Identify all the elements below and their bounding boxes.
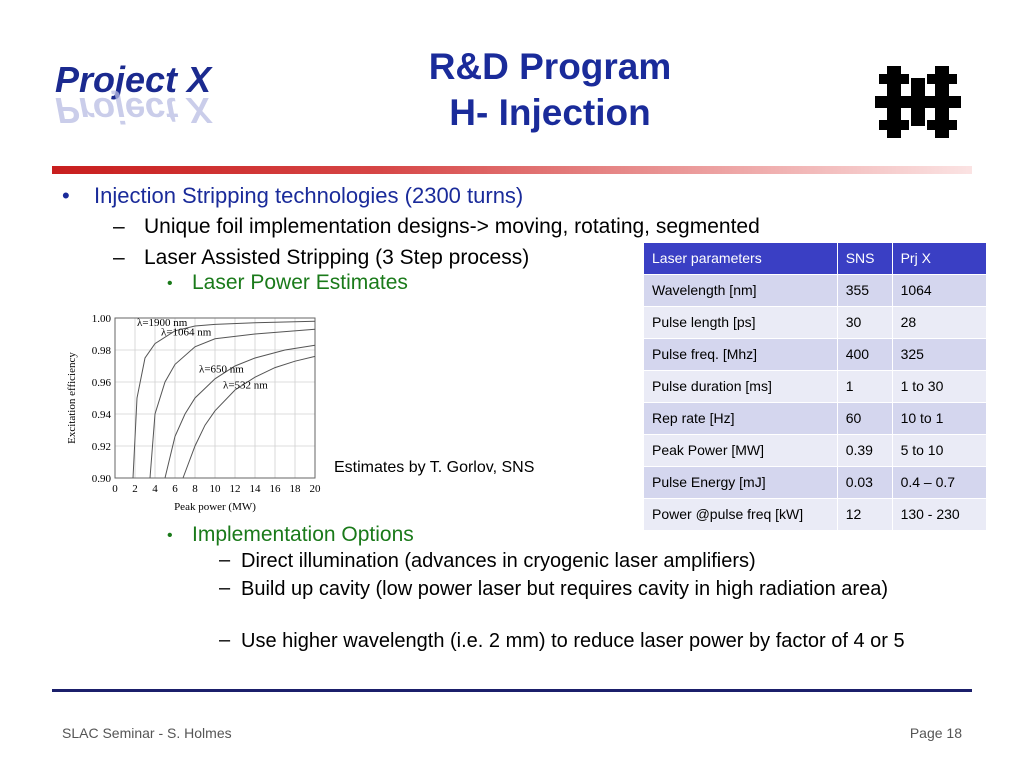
- title-divider: [52, 166, 972, 174]
- series-label: λ=1900 nm: [137, 317, 188, 329]
- y-axis-label: Excitation efficiency: [66, 352, 78, 444]
- table-cell: 28: [891, 306, 988, 339]
- table-row: Pulse Energy [mJ] 0.03 0.4 – 0.7: [643, 466, 988, 499]
- table-cell: 0.4 – 0.7: [891, 466, 988, 499]
- series-label: λ=1064 nm: [161, 327, 212, 339]
- table-cell: 1 to 30: [891, 370, 988, 403]
- table-header: Laser parameters: [643, 242, 838, 275]
- y-tick-label: 0.94: [92, 409, 112, 421]
- table-cell: 130 - 230: [891, 498, 988, 531]
- logo-text: Project X: [55, 59, 212, 100]
- x-tick-label: 10: [210, 483, 222, 495]
- y-tick-label: 0.90: [92, 473, 112, 485]
- series-label: λ=532 nm: [223, 379, 268, 391]
- table-row: Power @pulse freq [kW] 12 130 - 230: [643, 498, 988, 531]
- series-label: λ=650 nm: [199, 363, 244, 375]
- slide-title: R&D Program H- Injection: [330, 44, 770, 136]
- table-cell: Peak Power [MW]: [643, 434, 838, 467]
- title-line-2: H- Injection: [449, 92, 651, 133]
- laser-parameters-table: Laser parameters SNS Prj X Wavelength [n…: [643, 242, 988, 531]
- table-cell: 355: [836, 274, 893, 307]
- table-cell: 60: [836, 402, 893, 435]
- table-header-row: Laser parameters SNS Prj X: [643, 242, 988, 275]
- y-tick-label: 0.98: [92, 345, 112, 357]
- table-header: SNS: [836, 242, 893, 275]
- table-cell: Pulse freq. [Mhz]: [643, 338, 838, 371]
- table-cell: 325: [891, 338, 988, 371]
- x-tick-label: 16: [270, 483, 282, 495]
- series-line: [132, 320, 316, 479]
- x-tick-label: 20: [310, 483, 322, 495]
- x-tick-label: 0: [112, 483, 118, 495]
- x-axis-label: Peak power (MW): [174, 501, 256, 513]
- series-line: [149, 328, 316, 479]
- series-line: [164, 344, 316, 479]
- table-cell: Power @pulse freq [kW]: [643, 498, 838, 531]
- x-tick-label: 8: [192, 483, 198, 495]
- bullet-dot: •: [62, 183, 70, 208]
- excitation-efficiency-chart: 0 2 4 6 8 10 12 14 16 18 20 0.90 0.92 0.94 0.96 0.98 1.0…: [66, 313, 322, 513]
- table-cell: Rep rate [Hz]: [643, 402, 838, 435]
- y-tick-label: 0.96: [92, 377, 112, 389]
- plot-frame: [114, 317, 316, 479]
- table-cell: 0.39: [836, 434, 893, 467]
- series-line: [182, 355, 316, 479]
- table-cell: 1: [836, 370, 893, 403]
- y-tick-label: 1.00: [92, 313, 112, 325]
- table-cell: Wavelength [nm]: [643, 274, 838, 307]
- footer-presenter: SLAC Seminar - S. Holmes: [62, 725, 232, 741]
- table-cell: 10 to 1: [891, 402, 988, 435]
- table-cell: 1064: [891, 274, 988, 307]
- table-row: Wavelength [nm] 355 1064: [643, 274, 988, 307]
- x-tick-label: 12: [230, 483, 241, 495]
- y-tick-label: 0.92: [92, 441, 111, 453]
- chart-caption: Estimates by T. Gorlov, SNS: [334, 459, 535, 476]
- table-row: Pulse duration [ms] 1 1 to 30: [643, 370, 988, 403]
- logo-reflection: Project X: [55, 90, 212, 131]
- table-cell: Pulse length [ps]: [643, 306, 838, 339]
- x-tick-label: 18: [290, 483, 302, 495]
- project-x-logo: Project X Project X: [55, 60, 255, 140]
- x-tick-label: 2: [132, 483, 138, 495]
- table-cell: 5 to 10: [891, 434, 988, 467]
- table-row: Rep rate [Hz] 60 10 to 1: [643, 402, 988, 435]
- x-tick-label: 4: [152, 483, 158, 495]
- table-cell: 0.03: [836, 466, 893, 499]
- table-row: Pulse length [ps] 30 28: [643, 306, 988, 339]
- table-cell: 12: [836, 498, 893, 531]
- x-tick-label: 14: [250, 483, 262, 495]
- table-cell: Pulse Energy [mJ]: [643, 466, 838, 499]
- table-cell: Pulse duration [ms]: [643, 370, 838, 403]
- x-tick-label: 6: [172, 483, 178, 495]
- title-line-1: R&D Program: [428, 46, 672, 87]
- table-cell: 30: [836, 306, 893, 339]
- page-number: Page 18: [909, 725, 962, 741]
- table-row: Peak Power [MW] 0.39 5 to 10: [643, 434, 988, 467]
- fermilab-logo-icon: [875, 66, 961, 138]
- table-header: Prj X: [891, 242, 988, 275]
- table-row: Pulse freq. [Mhz] 400 325: [643, 338, 988, 371]
- footer-divider: [52, 689, 972, 692]
- table-cell: 400: [836, 338, 893, 371]
